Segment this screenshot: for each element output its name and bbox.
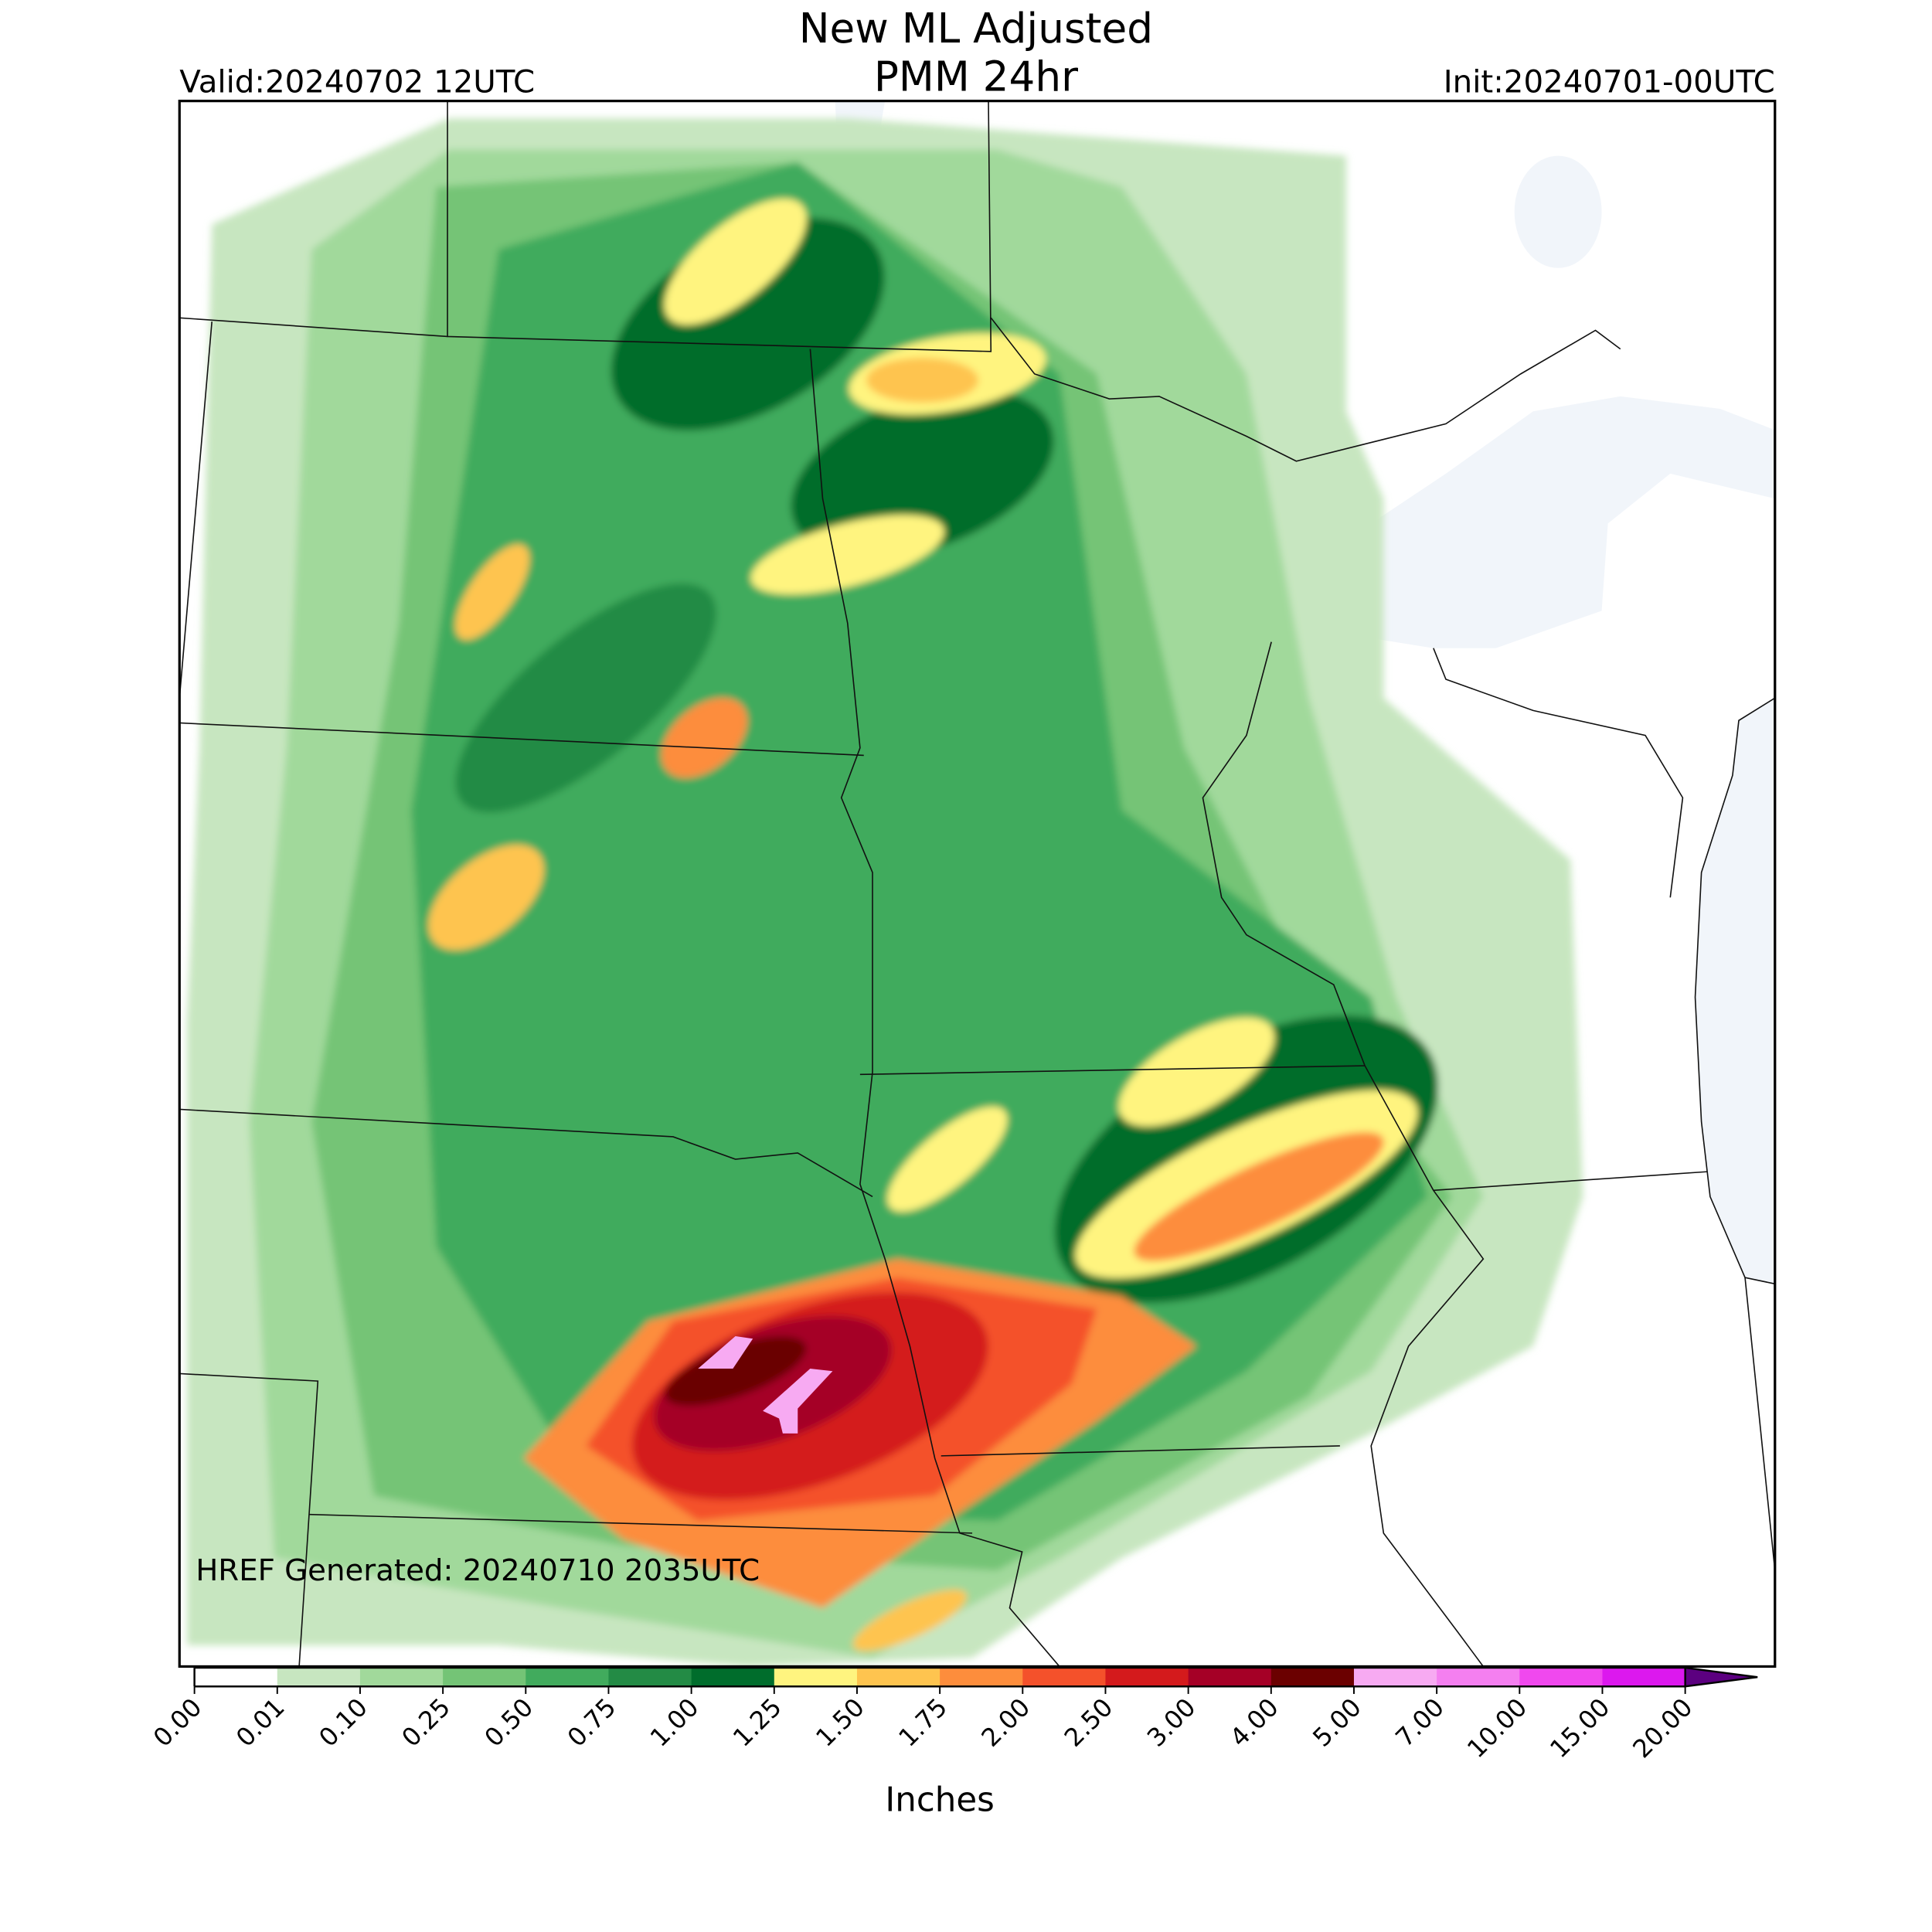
generated-note: HREF Generated: 20240710 2035UTC — [196, 1553, 760, 1588]
title-line: PMM 24hr — [874, 53, 1078, 101]
colorbar-tick-label: 15.00 — [1544, 1692, 1615, 1764]
valid-time: Valid:20240702 12UTC — [179, 63, 535, 100]
colorbar-bin — [194, 1668, 278, 1687]
colorbar-extend — [1684, 1666, 1758, 1688]
map-frame — [178, 100, 1777, 1668]
colorbar-bin — [277, 1668, 361, 1687]
colorbar-bin — [1188, 1668, 1272, 1687]
colorbar-bin — [526, 1668, 610, 1687]
colorbar-bin — [1022, 1668, 1107, 1687]
colorbar-tick-label: 0.75 — [562, 1692, 622, 1753]
colorbar-tick-label: 1.25 — [727, 1692, 787, 1753]
colorbar-bin — [774, 1668, 858, 1687]
colorbar-tick-label: 0.50 — [479, 1692, 539, 1753]
map — [179, 100, 1775, 1667]
colorbar-bin — [359, 1668, 444, 1687]
colorbar-tick-label: 1.00 — [645, 1692, 705, 1753]
colorbar-tick-label: 7.00 — [1389, 1692, 1450, 1753]
colorbar-bin — [691, 1668, 775, 1687]
colorbar-tick-label: 20.00 — [1627, 1692, 1698, 1764]
colorbar-tick-label: 2.50 — [1059, 1692, 1119, 1753]
colorbar-bin — [1353, 1668, 1437, 1687]
init-time: Init:20240701-00UTC — [1444, 63, 1775, 100]
colorbar: 0.00 0.01 0.10 0.25 0.50 0.75 1.00 1.25 1.50 1.75… — [148, 1666, 1758, 1764]
colorbar-tick-label: 1.75 — [893, 1692, 953, 1753]
colorbar-tick-label: 0.01 — [230, 1692, 291, 1753]
colorbar-bin — [856, 1668, 940, 1687]
colorbar-tick-label: 2.00 — [976, 1692, 1036, 1753]
colorbar-tick-label: 0.00 — [148, 1692, 208, 1753]
colorbar-tick-label: 5.00 — [1307, 1692, 1367, 1753]
colorbar-tick-label: 0.25 — [396, 1692, 456, 1753]
colorbar-bin — [1519, 1668, 1604, 1687]
colorbar-bin — [1270, 1668, 1355, 1687]
colorbar-tick-label: 1.50 — [810, 1692, 870, 1753]
colorbar-tick-label: 10.00 — [1461, 1692, 1532, 1764]
colorbar-bin — [940, 1668, 1024, 1687]
colorbar-tick-label: 0.10 — [313, 1692, 373, 1753]
colorbar-bin — [1437, 1668, 1521, 1687]
title-line: New ML Adjusted — [799, 5, 1153, 53]
colorbar-bin — [608, 1668, 692, 1687]
colorbar-label: Inches — [885, 1781, 994, 1820]
colorbar-tick-label: 3.00 — [1141, 1692, 1202, 1753]
colorbar-tick-label: 4.00 — [1224, 1692, 1284, 1753]
colorbar-bin — [1602, 1668, 1686, 1687]
colorbar-bin — [443, 1668, 527, 1687]
colorbar-bin — [1105, 1668, 1189, 1687]
